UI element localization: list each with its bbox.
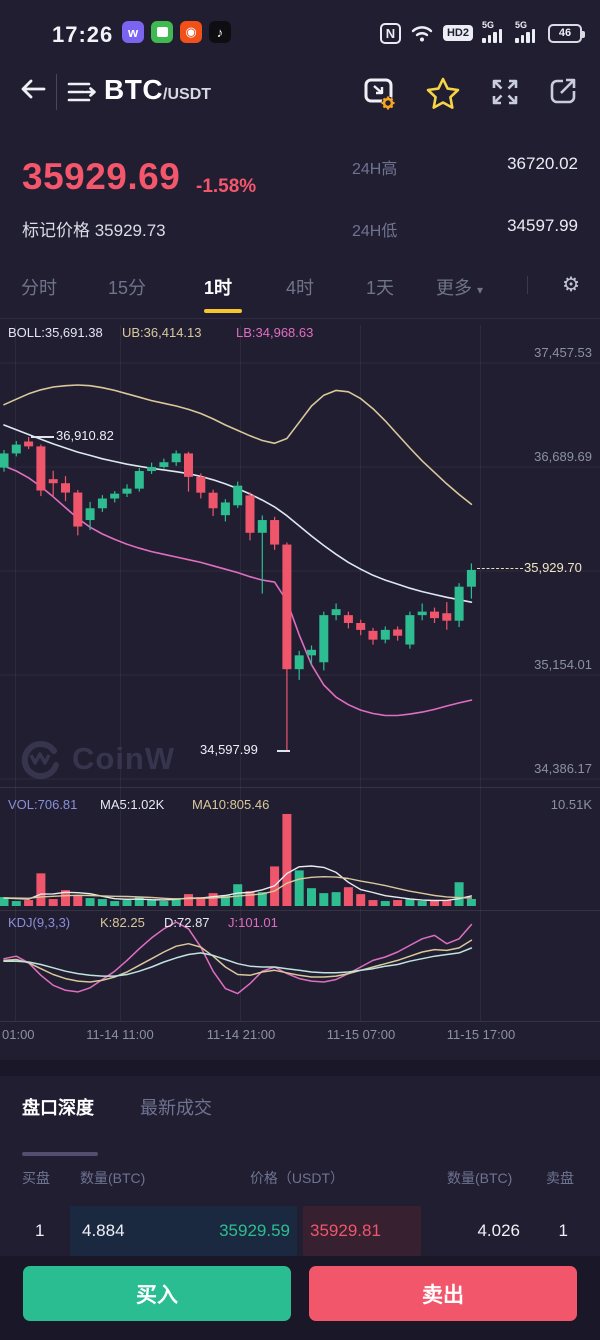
col-header-buy-side: 买盘 [22, 1170, 50, 1186]
boll-ub-label: UB:36,414.13 [122, 325, 202, 340]
kdj-j-label: J:101.01 [228, 915, 278, 930]
bid-price[interactable]: 35929.59 [219, 1221, 290, 1240]
boll-label: BOLL:35,691.38 [8, 325, 103, 340]
tab-timeframe-realtime[interactable]: 分时 [21, 278, 57, 298]
ask-price[interactable]: 35929.81 [310, 1221, 381, 1240]
bid-amount: 4.884 [82, 1221, 125, 1240]
section-divider [0, 1060, 600, 1076]
active-tab-underline [204, 309, 242, 313]
kuaishou-app-icon: ◉ [180, 21, 202, 43]
annotation-candle-high: 36,910.82 [56, 428, 114, 443]
tiktok-app-icon: ♪ [209, 21, 231, 43]
share-icon[interactable] [548, 76, 578, 106]
pair-quote: /USDT [163, 86, 212, 103]
pair-base: BTC [104, 74, 164, 105]
header-divider [56, 74, 57, 110]
col-header-price: 价格（USDT） [249, 1170, 345, 1186]
order-book-row[interactable]: 1 4.884 35929.59 35929.81 4.026 1 [0, 1206, 600, 1256]
chart-settings-icon[interactable] [362, 76, 398, 112]
bid-order-count: 1 [35, 1221, 45, 1240]
x-axis-label: 11-15 07:00 [326, 1027, 396, 1042]
chevron-down-icon: ▾ [477, 283, 484, 297]
trade-action-bar: 买入 卖出 [0, 1256, 600, 1340]
ask-order-count: 1 [558, 1221, 568, 1240]
kdj-d-label: D:72.87 [164, 915, 210, 930]
signal-sim2-icon: 5G [515, 20, 539, 44]
y-axis-label: 35,154.01 [534, 657, 592, 672]
last-price: 35929.69 [22, 156, 181, 197]
low-24h-label: 24H低 [352, 223, 398, 240]
boll-lb-label: LB:34,968.63 [236, 325, 314, 340]
indicator-settings-gear-icon[interactable]: ⚙ [562, 274, 580, 296]
kdj-pane [3, 921, 473, 995]
market-list-icon[interactable] [66, 80, 96, 104]
hd-voice-icon: HD2 [442, 25, 473, 41]
volume-pane [0, 813, 476, 906]
current-price-label: 35,929.70 [524, 560, 582, 575]
chart-area: BOLL:35,691.38 UB:36,414.13 LB:34,968.63… [0, 318, 600, 1048]
pair-title[interactable]: BTC/USDT [104, 74, 211, 106]
low-24h-value: 34597.99 [507, 216, 578, 235]
back-icon[interactable] [18, 76, 48, 102]
bid-depth-bar [70, 1206, 297, 1256]
kdj-k-label: K:82.25 [100, 915, 145, 930]
volume-scale-label: 10.51K [550, 797, 592, 812]
change-percent: -1.58% [196, 176, 257, 197]
candlesticks [0, 437, 476, 751]
high-24h-value: 36720.02 [507, 154, 578, 173]
col-header-sell-side: 卖盘 [546, 1170, 574, 1186]
tab-timeframe-15m[interactable]: 15分 [108, 278, 147, 298]
tab-timeframe-1d[interactable]: 1天 [366, 278, 395, 298]
mark-price: 标记价格 35929.73 [22, 221, 166, 240]
status-bar: 17:26 w ◉ ♪ N HD2 5G 5G 46 [0, 18, 600, 54]
volume-ma10-label: MA10:805.46 [192, 797, 270, 812]
high-24h-label: 24H高 [352, 161, 398, 178]
coinw-logo-icon [21, 741, 59, 780]
watermark: CoinW [18, 737, 175, 781]
x-axis-label: 11-14 11:00 [86, 1027, 154, 1042]
depth-tab-underline [22, 1152, 98, 1156]
tab-latest-trades[interactable]: 最新成交 [140, 1098, 212, 1118]
signal-sim1-icon: 5G [482, 20, 506, 44]
y-axis-label: 37,457.53 [534, 345, 592, 360]
favorite-star-icon[interactable] [424, 76, 462, 112]
wifi-icon [411, 26, 433, 42]
ask-amount: 4.026 [477, 1221, 520, 1240]
x-axis-label: 11-15 17:00 [446, 1027, 516, 1042]
annotation-high-pointer [31, 436, 54, 438]
tab-timeframe-4h[interactable]: 4时 [286, 278, 315, 298]
tab-timeframe-more[interactable]: 更多 ▾ [436, 278, 484, 298]
watermark-text: CoinW [72, 741, 176, 776]
current-price-dash-line [477, 568, 523, 569]
kdj-label: KDJ(9,3,3) [8, 915, 71, 930]
clock: 17:26 [52, 22, 114, 47]
y-axis-label: 34,386.17 [534, 761, 592, 776]
fullscreen-icon[interactable] [489, 76, 521, 108]
buy-button[interactable]: 买入 [23, 1266, 291, 1321]
messenger-app-icon [151, 21, 173, 43]
battery-icon: 46 [548, 23, 585, 43]
tab-timeframe-1h[interactable]: 1时 [204, 278, 233, 298]
annotation-low-pointer [277, 750, 290, 752]
coinw-app-icon: w [122, 21, 144, 43]
volume-label: VOL:706.81 [8, 797, 78, 812]
header: BTC/USDT [0, 66, 600, 126]
sell-button[interactable]: 卖出 [309, 1266, 577, 1321]
col-header-amount-left: 数量(BTC) [80, 1170, 146, 1186]
kline-chart[interactable] [0, 319, 600, 1049]
nfc-icon: N [379, 22, 401, 44]
volume-ma5-label: MA5:1.02K [100, 797, 165, 812]
x-axis-label: 11-14 21:00 [206, 1027, 276, 1042]
y-axis-label: 36,689.69 [534, 449, 592, 464]
x-axis-label: 01:00 [2, 1027, 35, 1042]
tab-order-book-depth[interactable]: 盘口深度 [22, 1098, 94, 1118]
ask-depth-bar [303, 1206, 421, 1256]
col-header-amount-right: 数量(BTC) [447, 1170, 513, 1186]
tab-separator [527, 276, 528, 294]
annotation-candle-low: 34,597.99 [200, 742, 258, 757]
chart-grid [0, 325, 600, 1022]
